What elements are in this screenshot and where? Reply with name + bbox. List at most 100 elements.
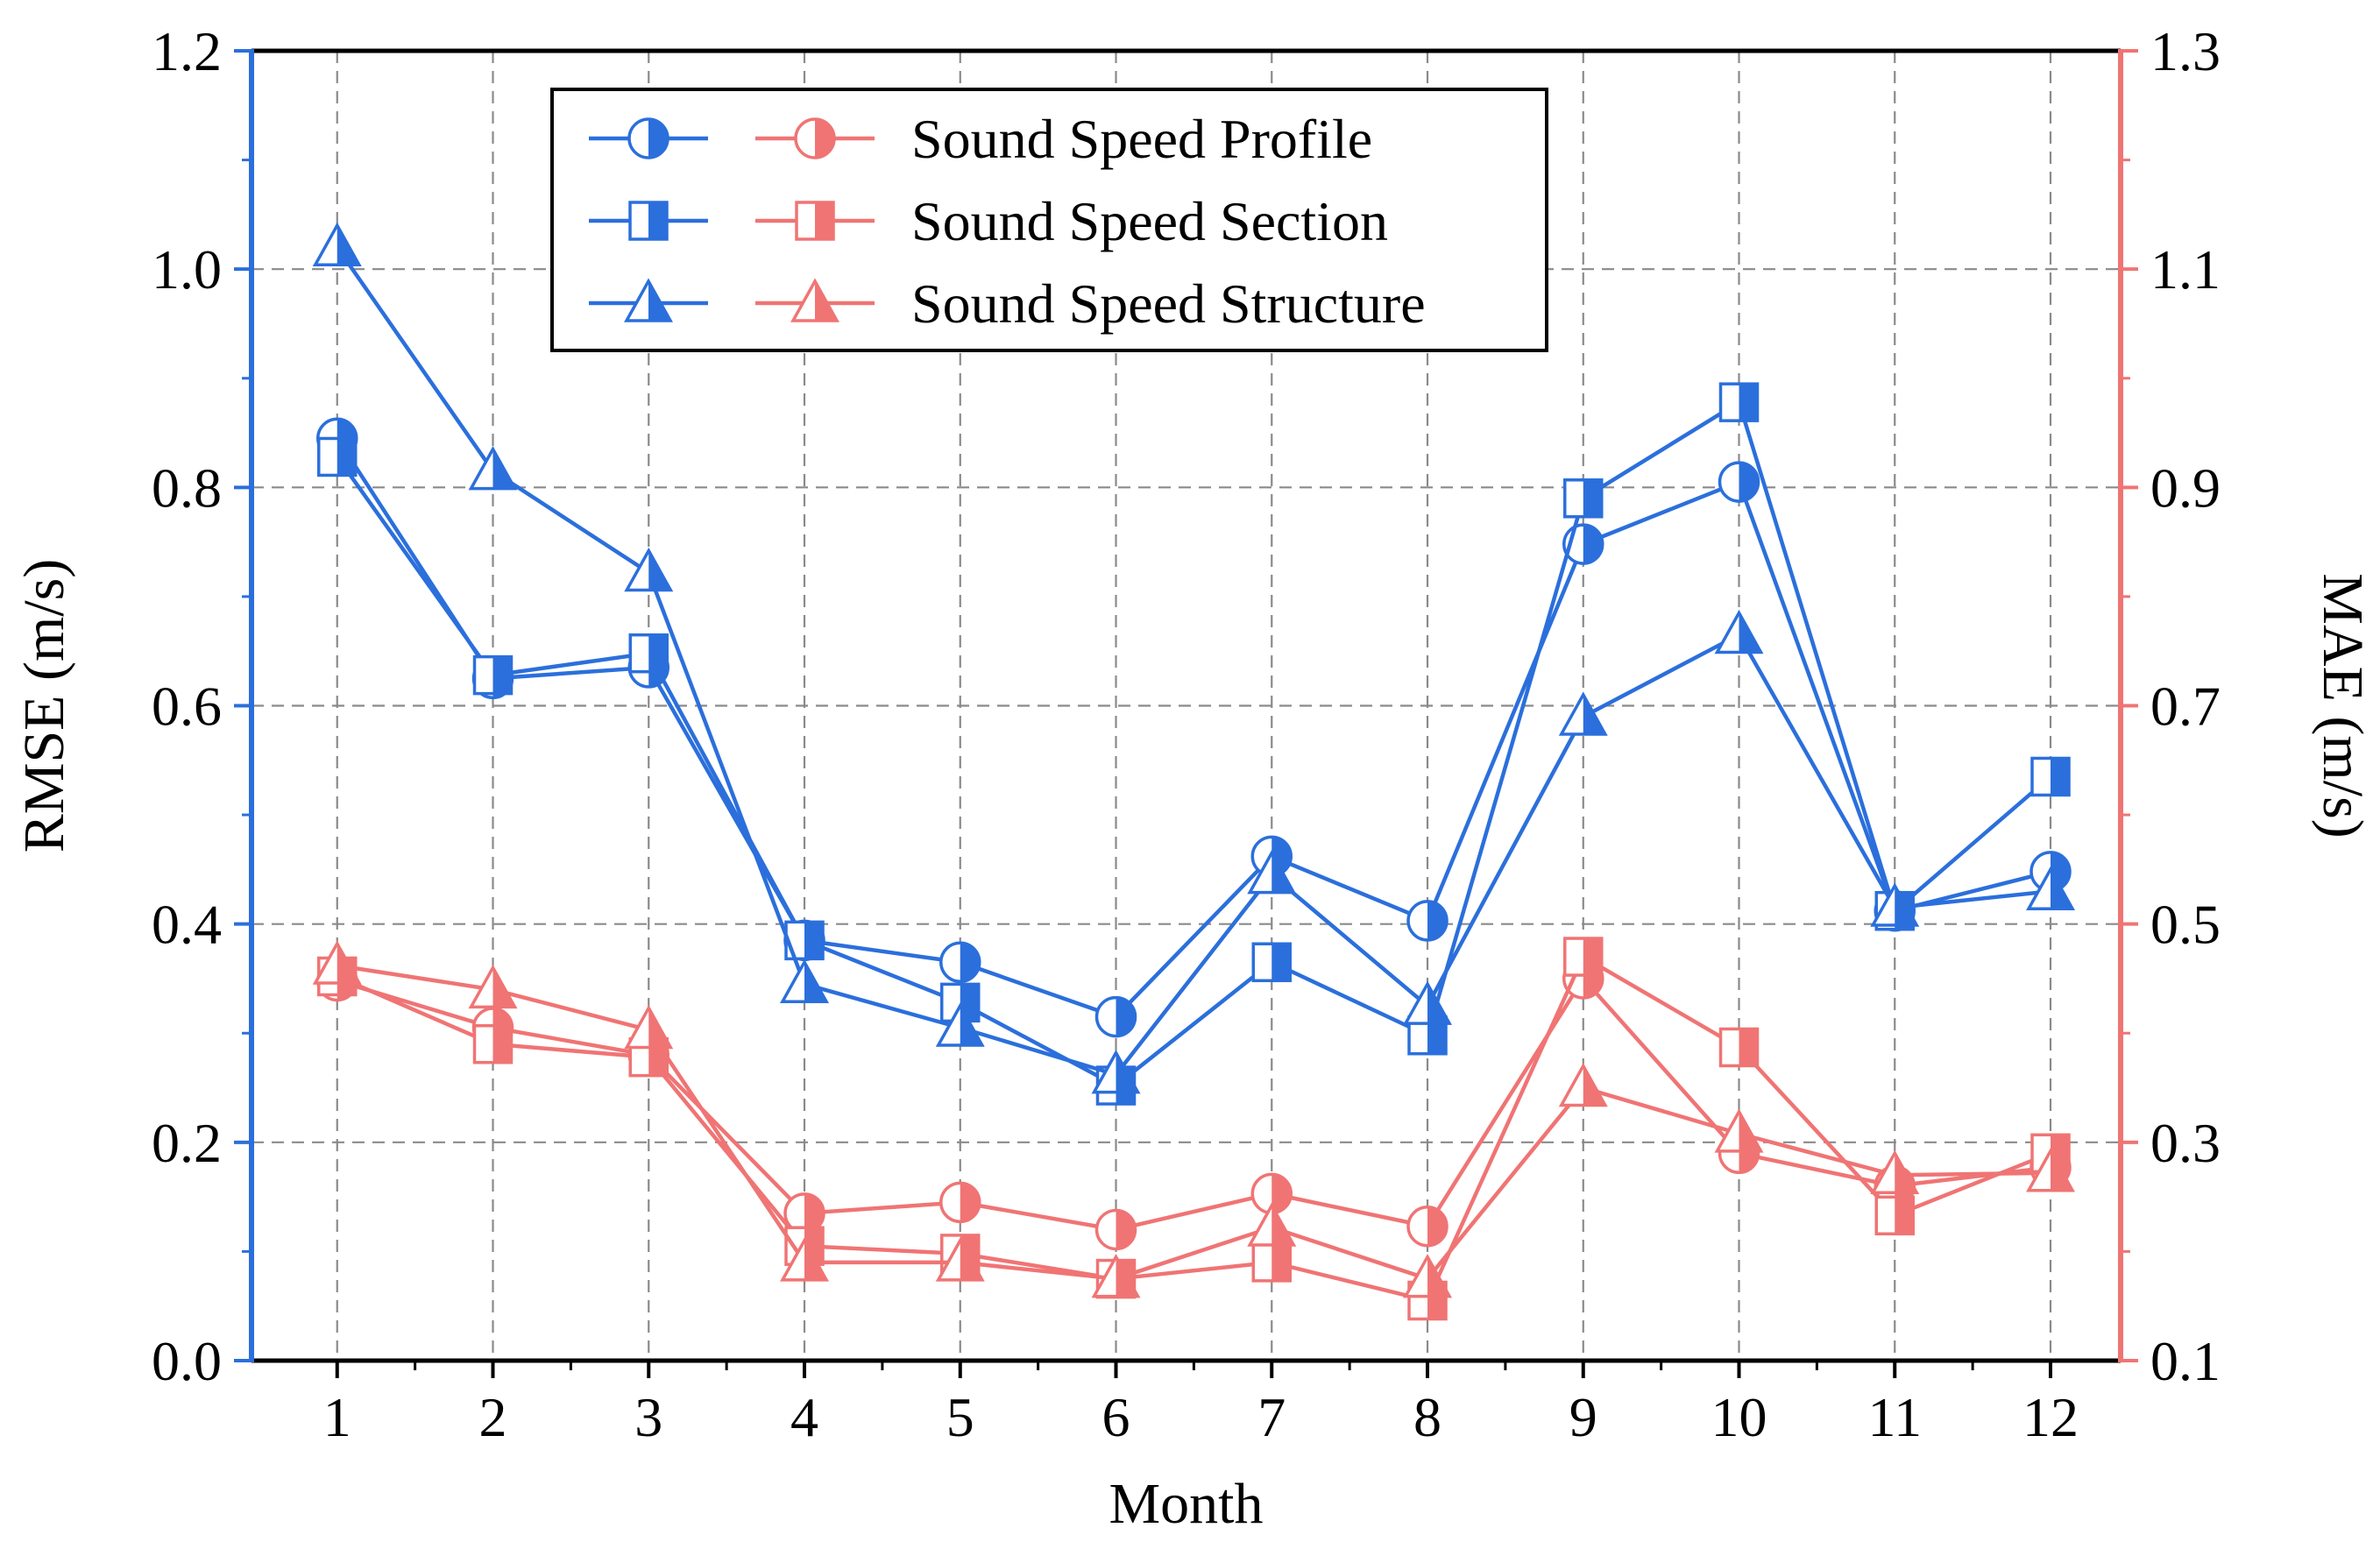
right-tick-label: 0.5 [2150, 894, 2221, 956]
data-point-2 [468, 964, 518, 1009]
right-tick-label: 1.1 [2150, 238, 2221, 301]
data-point-10 [1714, 1108, 1764, 1153]
data-point-11 [1870, 882, 1920, 927]
x-tick-label: 2 [479, 1386, 507, 1448]
data-point-7 [1251, 1242, 1293, 1283]
right-tick-label: 0.1 [2150, 1330, 2221, 1392]
legend-item-triangle: Sound Speed Structure [589, 272, 1426, 335]
data-point-10 [1718, 382, 1760, 422]
data-point-1 [312, 222, 362, 266]
data-point-4 [780, 1237, 829, 1282]
x-tick-label: 10 [1711, 1386, 1767, 1448]
x-axis-label: Month [1109, 1472, 1263, 1536]
left-tick-label: 0.8 [152, 456, 222, 519]
data-point-8 [1403, 980, 1452, 1025]
left-axis-label: RMSE (m/s) [12, 559, 76, 853]
data-point-6 [1094, 995, 1137, 1038]
data-point-12 [2026, 1148, 2075, 1192]
data-point-5 [939, 941, 981, 984]
data-point-4 [783, 1192, 825, 1234]
legend-marker-left [624, 278, 673, 322]
x-tick-label: 1 [323, 1386, 351, 1448]
legend-marker-right [794, 117, 836, 159]
data-point-10 [1714, 609, 1764, 654]
right-tick-label: 0.7 [2150, 675, 2221, 738]
x-tick-label: 11 [1867, 1386, 1922, 1448]
data-point-6 [1091, 1049, 1141, 1094]
x-tick-label: 6 [1102, 1386, 1130, 1448]
data-point-1 [312, 940, 362, 985]
legend-item-square: Sound Speed Section [589, 190, 1388, 252]
data-point-12 [2026, 866, 2075, 911]
data-point-3 [628, 633, 669, 674]
x-tick-label: 3 [634, 1386, 662, 1448]
data-point-11 [1874, 1195, 1916, 1236]
data-point-9 [1558, 1062, 1608, 1107]
data-point-6 [1094, 1208, 1137, 1251]
series-left-triangle [312, 222, 2075, 1094]
left-tick-label: 0.2 [152, 1112, 222, 1174]
grid-lines [251, 51, 2121, 1361]
left-tick-label: 0.6 [152, 675, 222, 738]
data-point-10 [1718, 1027, 1760, 1068]
x-tick-label: 9 [1569, 1386, 1597, 1448]
left-tick-label: 1.0 [152, 238, 222, 301]
data-point-8 [1406, 1206, 1449, 1248]
legend-item-circle: Sound Speed Profile [589, 108, 1372, 170]
data-point-9 [1563, 478, 1604, 519]
data-point-6 [1091, 1253, 1141, 1298]
left-tick-label: 1.2 [152, 20, 222, 82]
data-point-2 [472, 1023, 514, 1064]
series-line [335, 437, 2051, 1019]
left-tick-label: 0.4 [152, 894, 222, 956]
data-point-10 [1718, 461, 1760, 503]
data-point-2 [472, 654, 514, 696]
legend-label: Sound Speed Profile [911, 108, 1372, 170]
series-line [336, 954, 2051, 1303]
x-tick-label: 8 [1413, 1386, 1441, 1448]
x-tick-label: 4 [790, 1386, 818, 1448]
x-tick-label: 5 [946, 1386, 974, 1448]
right-tick-label: 0.3 [2150, 1112, 2221, 1174]
data-point-3 [624, 1004, 674, 1050]
data-point-4 [780, 958, 829, 1003]
legend-marker-right [790, 278, 839, 322]
data-point-2 [468, 446, 518, 491]
series-line [335, 245, 2051, 1077]
data-point-8 [1403, 1253, 1452, 1298]
data-point-9 [1563, 937, 1604, 977]
data-point-5 [935, 1002, 985, 1047]
right-tick-label: 0.9 [2150, 456, 2221, 519]
plot-series [312, 222, 2075, 1321]
data-point-8 [1406, 900, 1449, 942]
left-tick-label: 0.0 [152, 1330, 222, 1392]
legend-marker-left [628, 201, 669, 241]
data-point-5 [939, 1181, 981, 1224]
data-point-4 [784, 920, 825, 961]
right-tick-label: 1.3 [2150, 20, 2221, 82]
series-line [336, 976, 2051, 1232]
data-point-8 [1407, 1015, 1448, 1056]
legend-marker-left [627, 117, 669, 159]
x-tick-label: 7 [1257, 1386, 1286, 1448]
series-line [336, 963, 2051, 1281]
legend-marker-right [795, 201, 835, 241]
data-point-7 [1247, 850, 1297, 895]
legend-label: Sound Speed Structure [911, 272, 1426, 335]
series-right-triangle [312, 940, 2075, 1298]
right-axis-label: MAE (m/s) [2311, 573, 2375, 838]
data-point-1 [317, 436, 358, 477]
legend-box [550, 88, 1548, 352]
data-point-7 [1247, 1202, 1297, 1247]
data-point-3 [624, 547, 674, 592]
data-point-9 [1558, 691, 1608, 736]
legend-label: Sound Speed Section [911, 190, 1388, 252]
legend: Sound Speed Profile Sound Speed Section So… [550, 88, 1548, 352]
data-point-11 [1870, 1149, 1920, 1194]
x-tick-label: 12 [2022, 1386, 2079, 1448]
series-line [335, 400, 2052, 1088]
data-point-7 [1251, 942, 1293, 983]
data-point-12 [2030, 756, 2071, 797]
data-point-5 [935, 1237, 985, 1282]
